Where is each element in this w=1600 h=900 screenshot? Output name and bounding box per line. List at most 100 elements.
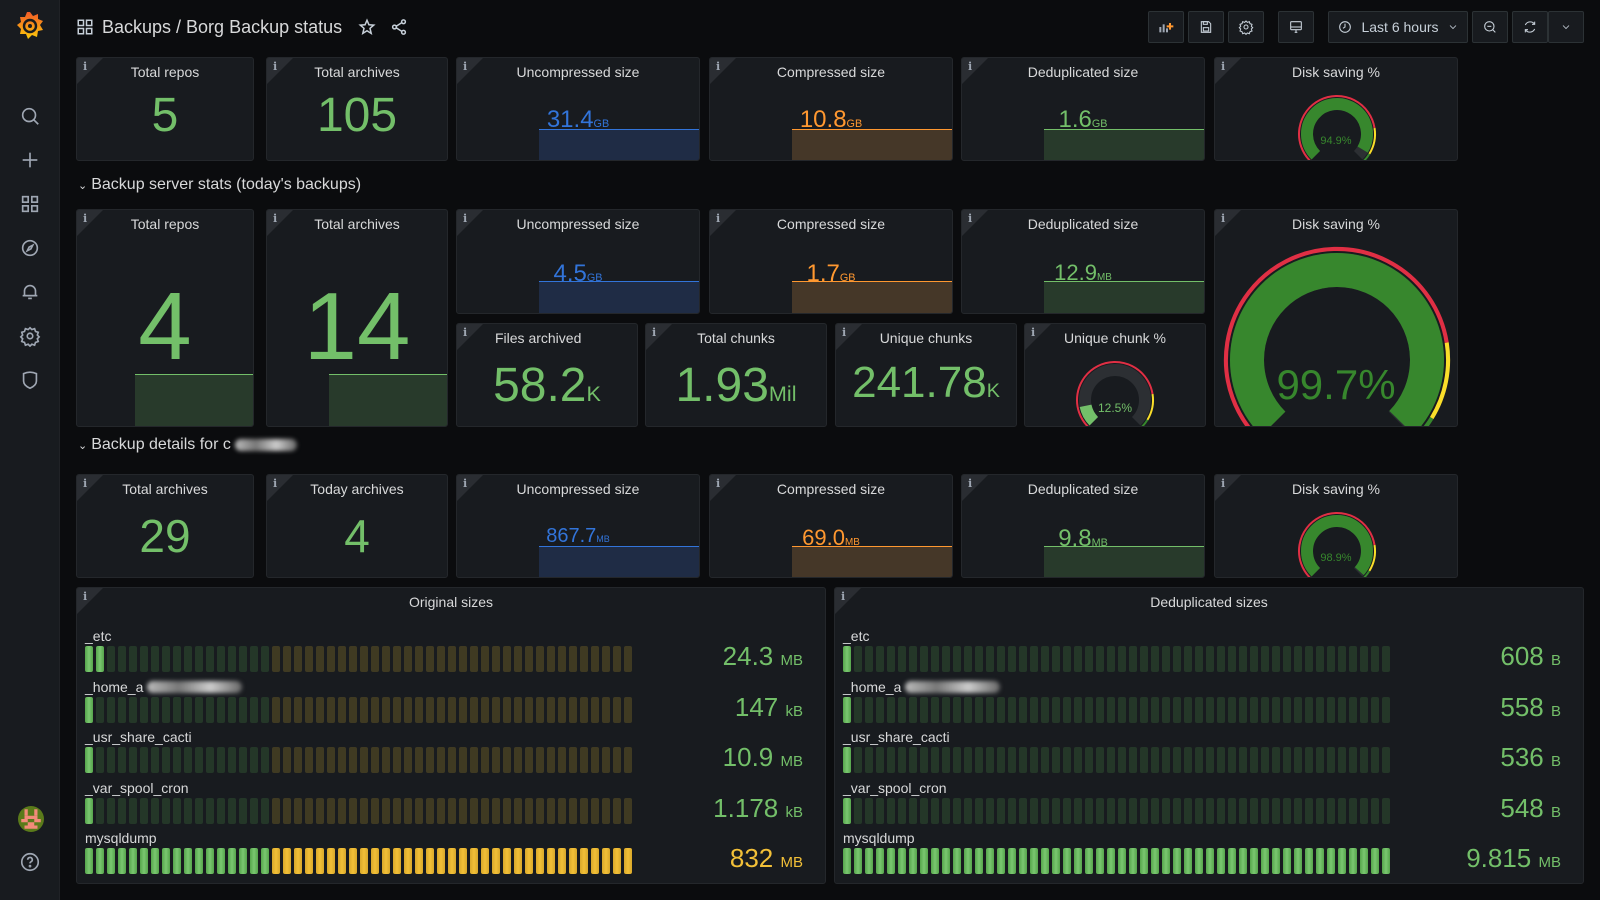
info-icon[interactable]: i — [841, 590, 846, 603]
time-range-picker[interactable]: Last 6 hours — [1328, 11, 1468, 43]
panel-uncompressed-size[interactable]: i Uncompressed size 31.4GB — [456, 57, 700, 161]
panel-unique-chunk-pct[interactable]: i Unique chunk % 12.5% — [1024, 323, 1206, 427]
save-dashboard-button[interactable] — [1188, 11, 1224, 43]
tv-mode-button[interactable] — [1278, 11, 1314, 43]
panel-files-archived[interactable]: i Files archived 58.2K — [456, 323, 638, 427]
panel-today-archives-host[interactable]: i Today archives 4 — [266, 474, 448, 578]
panel-deduplicated-size-today[interactable]: i Deduplicated size 12.9MB — [961, 209, 1205, 314]
breadcrumb[interactable]: Backups / Borg Backup status — [102, 16, 343, 37]
refresh-interval-dropdown[interactable] — [1548, 11, 1584, 43]
value-unit: kB — [785, 702, 803, 720]
panel-total-repos[interactable]: i Total repos 5 — [76, 57, 254, 161]
info-icon[interactable]: i — [83, 477, 88, 490]
panel-disk-saving-host[interactable]: i Disk saving % 98.9% — [1214, 474, 1458, 578]
info-icon[interactable]: i — [83, 212, 88, 225]
alerting-bell-icon[interactable] — [18, 280, 42, 304]
panel-info-corner[interactable] — [962, 475, 988, 501]
panel-info-corner[interactable] — [77, 58, 103, 84]
panel-total-archives-today[interactable]: i Total archives 14 — [266, 209, 448, 427]
star-icon[interactable] — [358, 18, 376, 36]
info-icon[interactable]: i — [1031, 326, 1036, 339]
info-icon[interactable]: i — [83, 590, 88, 603]
panel-info-corner[interactable] — [962, 210, 988, 236]
panel-info-corner[interactable] — [710, 58, 736, 84]
bar-gauge-cell — [964, 797, 972, 824]
info-icon[interactable]: i — [83, 60, 88, 73]
explore-compass-icon[interactable] — [18, 236, 42, 260]
panel-disk-saving-today[interactable]: i Disk saving % 99.7% — [1214, 209, 1458, 427]
info-icon[interactable]: i — [968, 212, 973, 225]
bar-gauge-cell — [1008, 646, 1016, 672]
panel-total-repos-today[interactable]: i Total repos 4 — [76, 209, 254, 427]
panel-info-corner[interactable] — [77, 588, 103, 614]
info-icon[interactable]: i — [273, 477, 278, 490]
panel-info-corner[interactable] — [457, 475, 483, 501]
panel-compressed-size-host[interactable]: i Compressed size 69.0MB — [709, 474, 953, 578]
dashboards-icon[interactable] — [18, 192, 42, 216]
info-icon[interactable]: i — [968, 60, 973, 73]
zoom-out-button[interactable] — [1472, 11, 1508, 43]
info-icon[interactable]: i — [968, 477, 973, 490]
panel-info-corner[interactable] — [457, 210, 483, 236]
panel-info-corner[interactable] — [457, 324, 483, 350]
panel-total-archives-host[interactable]: i Total archives 29 — [76, 474, 254, 578]
bar-gauge-cell — [96, 696, 104, 723]
panel-info-corner[interactable] — [267, 58, 293, 84]
panel-info-corner[interactable] — [457, 58, 483, 84]
panel-info-corner[interactable] — [1215, 58, 1241, 84]
info-icon[interactable]: i — [273, 60, 278, 73]
panel-unique-chunks[interactable]: i Unique chunks 241.78K — [835, 323, 1017, 427]
refresh-button[interactable] — [1512, 11, 1548, 43]
panel-info-corner[interactable] — [646, 324, 672, 350]
row-backup-server-stats[interactable]: ⌄ Backup server stats (today's backups) — [78, 176, 361, 194]
panel-total-chunks[interactable]: i Total chunks 1.93Mil — [645, 323, 827, 427]
panel-info-corner[interactable] — [267, 210, 293, 236]
panel-disk-saving[interactable]: i Disk saving % 94.9% — [1214, 57, 1458, 161]
info-icon[interactable]: i — [463, 60, 468, 73]
panel-info-corner[interactable] — [962, 58, 988, 84]
panel-info-corner[interactable] — [836, 324, 862, 350]
panel-uncompressed-size-today[interactable]: i Uncompressed size 4.5GB — [456, 209, 700, 314]
shield-icon[interactable] — [18, 368, 42, 392]
panel-info-corner[interactable] — [77, 210, 103, 236]
dashboard-settings-button[interactable] — [1228, 11, 1264, 43]
info-icon[interactable]: i — [273, 212, 278, 225]
panel-info-corner[interactable] — [267, 475, 293, 501]
panel-compressed-size[interactable]: i Compressed size 10.8GB — [709, 57, 953, 161]
bar-gauge-cell — [569, 848, 577, 874]
avatar[interactable] — [18, 806, 44, 832]
panel-deduplicated-size[interactable]: i Deduplicated size 1.6GB — [961, 57, 1205, 161]
panel-compressed-size-today[interactable]: i Compressed size 1.7GB — [709, 209, 953, 314]
info-icon[interactable]: i — [1221, 60, 1226, 73]
info-icon[interactable]: i — [652, 326, 657, 339]
info-icon[interactable]: i — [842, 326, 847, 339]
panel-info-corner[interactable] — [1215, 210, 1241, 236]
configuration-gear-icon[interactable] — [18, 324, 42, 348]
panel-info-corner[interactable] — [1215, 475, 1241, 501]
info-icon[interactable]: i — [463, 212, 468, 225]
panel-info-corner[interactable] — [710, 475, 736, 501]
row-backup-details[interactable]: ⌄ Backup details for c — [78, 436, 297, 454]
share-icon[interactable] — [390, 18, 408, 36]
plus-icon[interactable] — [18, 148, 42, 172]
panel-original-sizes[interactable]: i Original sizes _etc 24.3 MB _home_a 147 kB _… — [76, 587, 826, 884]
panel-info-corner[interactable] — [1025, 324, 1051, 350]
panel-total-archives[interactable]: i Total archives 105 — [266, 57, 448, 161]
panel-info-corner[interactable] — [835, 588, 861, 614]
info-icon[interactable]: i — [463, 326, 468, 339]
info-icon[interactable]: i — [716, 60, 721, 73]
add-panel-button[interactable] — [1148, 11, 1184, 43]
panel-info-corner[interactable] — [710, 210, 736, 236]
info-icon[interactable]: i — [463, 477, 468, 490]
panel-deduplicated-sizes[interactable]: i Deduplicated sizes _etc 608 B _home_a 558 B… — [834, 587, 1584, 884]
search-icon[interactable] — [18, 104, 42, 128]
info-icon[interactable]: i — [716, 477, 721, 490]
help-icon[interactable] — [18, 850, 42, 874]
panel-uncompressed-size-host[interactable]: i Uncompressed size 867.7MB — [456, 474, 700, 578]
info-icon[interactable]: i — [1221, 477, 1226, 490]
panel-info-corner[interactable] — [77, 475, 103, 501]
grafana-logo-icon[interactable] — [14, 10, 46, 42]
panel-deduplicated-size-host[interactable]: i Deduplicated size 9.8MB — [961, 474, 1205, 578]
info-icon[interactable]: i — [716, 212, 721, 225]
info-icon[interactable]: i — [1221, 212, 1226, 225]
